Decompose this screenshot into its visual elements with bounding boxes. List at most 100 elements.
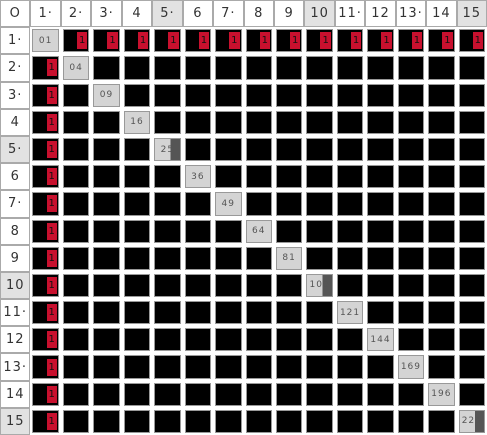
empty-cell — [395, 108, 427, 136]
square-cell-text: 196 — [431, 389, 452, 400]
unit-cell: 1 — [30, 271, 61, 300]
empty-cell — [60, 81, 92, 109]
column-header: 15 — [456, 0, 487, 28]
empty-cell — [243, 326, 274, 354]
empty-cell — [304, 407, 335, 435]
empty-cell — [365, 217, 396, 245]
unit-cell: 1 — [395, 27, 427, 55]
empty-cell — [182, 135, 214, 164]
unit-cell-text: 1 — [46, 331, 57, 349]
unit-cell: 1 — [365, 27, 396, 55]
empty-cell — [456, 326, 487, 354]
empty-cell — [182, 108, 214, 136]
empty-cell — [121, 190, 153, 218]
unit-cell: 1 — [30, 244, 61, 272]
unit-cell: 1 — [30, 163, 61, 191]
empty-cell — [60, 108, 92, 136]
unit-cell: 1 — [213, 27, 244, 55]
empty-cell — [213, 380, 244, 408]
empty-cell — [365, 244, 396, 272]
row-header-text: 11· — [3, 305, 28, 321]
empty-cell — [182, 54, 214, 82]
empty-cell — [121, 299, 153, 327]
unit-cell: 1 — [30, 135, 61, 164]
square-cell: 121 — [334, 299, 366, 327]
empty-cell — [182, 244, 214, 272]
row-header-text: 4 — [10, 114, 20, 130]
empty-cell — [456, 380, 487, 408]
unit-cell-text: 1 — [46, 86, 57, 104]
empty-cell — [426, 54, 457, 82]
empty-cell — [60, 217, 92, 245]
empty-cell — [426, 163, 457, 191]
empty-cell — [334, 190, 366, 218]
unit-cell: 1 — [30, 380, 61, 408]
unit-cell: 1 — [30, 81, 61, 109]
empty-cell — [243, 271, 274, 300]
unit-cell: 1 — [91, 27, 122, 55]
row-header-text: 12 — [5, 332, 25, 348]
empty-cell — [121, 54, 153, 82]
empty-cell — [121, 135, 153, 164]
row-header-text: 14 — [5, 386, 25, 402]
empty-cell — [334, 108, 366, 136]
unit-cell-text: 1 — [137, 32, 149, 50]
empty-cell — [243, 299, 274, 327]
empty-cell — [304, 217, 335, 245]
empty-cell — [213, 135, 244, 164]
empty-cell — [152, 353, 183, 381]
empty-cell — [426, 190, 457, 218]
square-cell-text: 16 — [130, 117, 144, 128]
empty-cell — [182, 190, 214, 218]
empty-cell — [243, 108, 274, 136]
row-header-text: 1· — [8, 33, 23, 49]
empty-cell — [273, 407, 305, 435]
square-cell: 25 — [152, 135, 183, 164]
empty-cell — [395, 271, 427, 300]
square-cell: 169 — [395, 353, 427, 381]
square-cell: 225 — [456, 407, 487, 435]
empty-cell — [456, 271, 487, 300]
unit-cell-text: 1 — [229, 32, 240, 50]
empty-cell — [91, 326, 122, 354]
column-header: 6 — [182, 0, 214, 28]
unit-cell: 1 — [30, 353, 61, 381]
row-header: 15 — [0, 407, 31, 435]
square-cell: 16 — [121, 108, 153, 136]
column-header: 13· — [395, 0, 427, 28]
empty-cell — [60, 190, 92, 218]
unit-cell-text: 1 — [46, 59, 57, 77]
unit-cell-text: 1 — [411, 32, 423, 50]
unit-cell-text: 1 — [290, 32, 301, 50]
unit-cell: 1 — [426, 27, 457, 55]
square-cell-text: 169 — [400, 362, 421, 373]
empty-cell — [304, 163, 335, 191]
empty-cell — [213, 81, 244, 109]
empty-cell — [304, 380, 335, 408]
unit-cell-text: 1 — [46, 304, 57, 322]
empty-cell — [243, 244, 274, 272]
empty-cell — [334, 380, 366, 408]
empty-cell — [365, 380, 396, 408]
empty-cell — [273, 81, 305, 109]
square-cell-text: 81 — [282, 253, 296, 264]
square-cell: 04 — [60, 54, 92, 82]
row-header: 3· — [0, 81, 31, 109]
square-cell-text: 04 — [69, 62, 83, 73]
column-header: 2· — [60, 0, 92, 28]
unit-cell-text: 1 — [46, 141, 57, 159]
column-header-text: 5· — [160, 6, 175, 22]
empty-cell — [334, 135, 366, 164]
unit-cell-text: 1 — [46, 358, 57, 376]
empty-cell — [456, 163, 487, 191]
empty-cell — [213, 299, 244, 327]
empty-cell — [213, 163, 244, 191]
column-header-text: 13· — [399, 6, 423, 22]
empty-cell — [426, 244, 457, 272]
row-header-text: 3· — [8, 87, 23, 103]
empty-cell — [456, 81, 487, 109]
empty-cell — [273, 54, 305, 82]
empty-cell — [152, 407, 183, 435]
row-header: 2· — [0, 54, 31, 82]
